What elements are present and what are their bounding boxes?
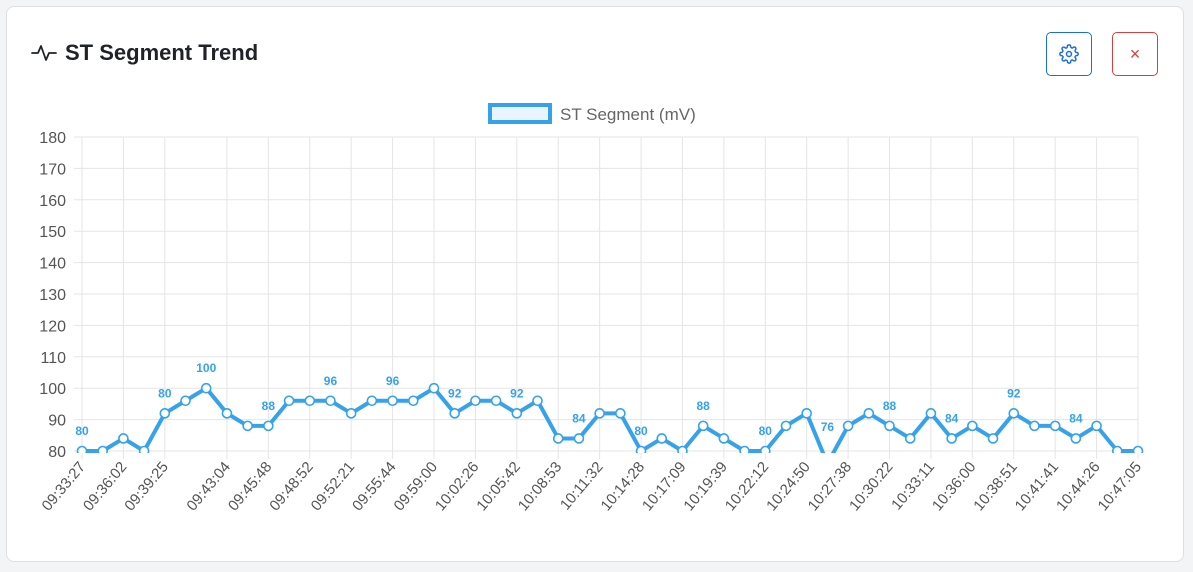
y-tick-label: 130 xyxy=(39,287,66,304)
data-point xyxy=(1132,445,1144,453)
data-point xyxy=(200,382,212,394)
data-point xyxy=(573,433,585,444)
data-label: 88 xyxy=(883,399,897,413)
data-point xyxy=(407,395,419,407)
data-point xyxy=(449,408,461,419)
data-point xyxy=(904,433,916,444)
data-label: 92 xyxy=(448,386,462,400)
card-header: ST Segment Trend xyxy=(31,37,258,69)
data-point xyxy=(345,408,357,419)
data-point xyxy=(718,433,730,444)
data-point xyxy=(884,420,895,432)
data-label: 80 xyxy=(158,386,172,400)
data-point xyxy=(635,445,647,453)
chart-card: ST Segment Trend × xyxy=(6,6,1184,562)
data-point xyxy=(428,382,440,394)
data-point xyxy=(656,433,668,444)
data-point xyxy=(159,408,171,419)
y-tick-label: 110 xyxy=(40,350,66,367)
data-point xyxy=(532,395,543,407)
y-tick-label: 150 xyxy=(39,224,66,241)
data-label: 84 xyxy=(945,411,959,425)
x-tick-label: 10:08:53 xyxy=(515,459,566,515)
legend-swatch xyxy=(488,103,552,124)
data-point xyxy=(615,408,626,419)
close-icon: × xyxy=(1129,43,1141,64)
data-label: 92 xyxy=(510,386,524,400)
close-button[interactable]: × xyxy=(1112,32,1158,76)
data-point xyxy=(759,445,771,453)
data-label: 80 xyxy=(634,424,648,438)
x-tick-label: 09:39:25 xyxy=(121,459,172,515)
y-tick-label: 160 xyxy=(39,193,66,210)
data-label: 100 xyxy=(196,361,216,375)
data-point xyxy=(1029,420,1040,432)
data-point xyxy=(801,408,813,419)
y-tick-label: 170 xyxy=(39,161,66,178)
data-point xyxy=(511,408,523,419)
data-point xyxy=(138,445,150,453)
y-tick-label: 120 xyxy=(39,318,66,335)
legend-label: ST Segment (mV) xyxy=(560,105,696,124)
data-point xyxy=(946,433,957,444)
data-label: 92 xyxy=(1007,386,1021,400)
data-point xyxy=(677,445,688,453)
data-point xyxy=(242,420,253,432)
y-tick-label: 90 xyxy=(48,413,66,430)
data-point xyxy=(739,445,750,453)
data-point xyxy=(780,420,792,432)
settings-button[interactable] xyxy=(1046,32,1092,76)
data-point xyxy=(863,408,875,419)
data-point xyxy=(490,395,502,407)
data-label: 96 xyxy=(324,374,338,388)
data-point xyxy=(1091,420,1102,432)
x-tick-label: 10:30:22 xyxy=(846,459,897,515)
data-label: 88 xyxy=(696,399,710,413)
data-point xyxy=(76,445,88,453)
data-label: 88 xyxy=(262,399,276,413)
y-tick-label: 80 xyxy=(48,444,66,461)
card-title: ST Segment Trend xyxy=(65,40,259,65)
y-tick-label: 100 xyxy=(39,381,66,398)
data-point xyxy=(283,395,295,407)
data-point xyxy=(366,395,378,407)
data-point xyxy=(118,433,129,444)
data-label: 96 xyxy=(386,374,400,388)
data-point xyxy=(263,420,274,432)
y-tick-label: 140 xyxy=(39,256,66,273)
data-point xyxy=(180,395,191,407)
data-point xyxy=(967,420,978,432)
data-point xyxy=(1008,408,1020,419)
data-point xyxy=(97,445,109,453)
data-point xyxy=(221,408,233,419)
data-point xyxy=(552,433,564,444)
data-label: 80 xyxy=(759,424,773,438)
data-point xyxy=(470,395,481,407)
data-label: 80 xyxy=(75,424,89,438)
data-point xyxy=(697,420,709,432)
activity-pulse-icon xyxy=(31,45,57,61)
series-line xyxy=(82,386,1138,453)
x-tick-label: 10:47:05 xyxy=(1095,459,1146,515)
data-point xyxy=(1111,445,1123,453)
data-label: 76 xyxy=(821,420,835,434)
data-point xyxy=(1049,420,1061,432)
data-point xyxy=(925,408,937,419)
data-label: 84 xyxy=(572,411,586,425)
data-point xyxy=(842,420,854,432)
data-point xyxy=(304,395,316,407)
data-point xyxy=(987,433,999,444)
data-point xyxy=(387,395,398,407)
data-point xyxy=(823,459,832,468)
data-point xyxy=(594,408,605,419)
gear-icon xyxy=(1059,44,1079,64)
y-tick-label: 180 xyxy=(39,130,66,147)
data-point xyxy=(1070,433,1082,444)
data-point xyxy=(325,395,336,407)
data-label: 84 xyxy=(1069,411,1083,425)
